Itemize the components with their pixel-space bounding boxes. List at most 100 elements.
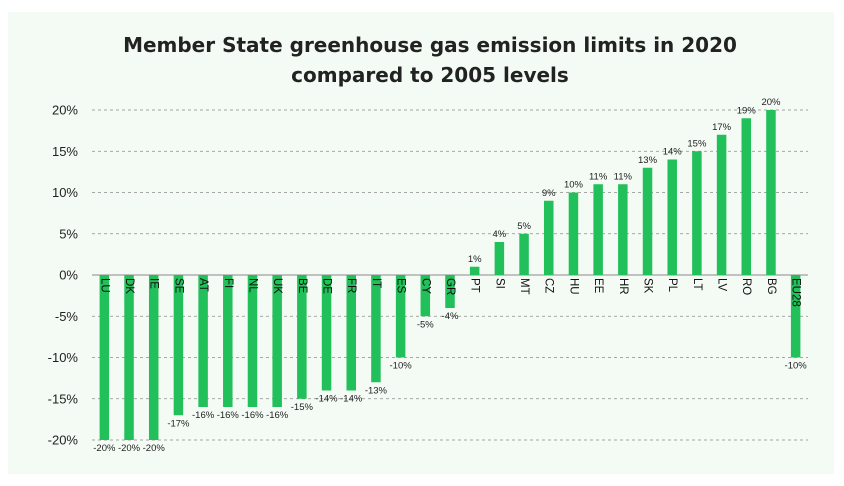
category-label: GR <box>444 278 456 295</box>
data-label: -20% <box>93 443 116 454</box>
bar <box>790 275 801 358</box>
data-label: -20% <box>143 443 166 454</box>
data-label: -17% <box>167 418 190 429</box>
bar <box>568 192 579 275</box>
category-label: HR <box>617 278 629 295</box>
bar <box>297 275 307 399</box>
bar <box>741 118 752 275</box>
category-label: FR <box>345 278 357 293</box>
chart-title-line-1: Member State greenhouse gas emission lim… <box>123 33 737 57</box>
y-tick-label: -20% <box>48 433 79 448</box>
data-label: -10% <box>390 361 413 372</box>
category-label: FI <box>222 278 234 288</box>
bar <box>618 184 628 275</box>
category-label: IT <box>370 278 382 288</box>
y-tick-label: -10% <box>48 350 79 365</box>
bar <box>544 200 554 275</box>
data-label: 4% <box>493 229 507 240</box>
bar <box>519 233 529 275</box>
category-label: LU <box>98 278 110 293</box>
category-label: PT <box>469 278 481 293</box>
data-label: 20% <box>761 97 781 108</box>
bar <box>445 275 455 308</box>
data-label: 15% <box>687 138 707 149</box>
category-label: AT <box>197 278 209 292</box>
data-label: -16% <box>217 410 240 421</box>
category-label: BG <box>765 278 777 295</box>
bar <box>593 184 603 275</box>
category-label: SK <box>641 278 653 294</box>
data-label: -13% <box>365 385 388 396</box>
y-tick-label: 20% <box>52 103 78 118</box>
category-label: ES <box>395 278 407 294</box>
bar <box>247 275 258 407</box>
y-tick-label: 15% <box>52 144 78 159</box>
category-label: NL <box>246 278 258 293</box>
bars <box>99 110 801 440</box>
category-label: MT <box>518 278 530 295</box>
data-label: -10% <box>785 361 808 372</box>
bar <box>642 167 653 275</box>
category-labels: LU DK IE SE AT FI NL UK BE DE FR IT ES CY GR PT SI MT CZ HU… <box>98 278 801 307</box>
data-label: -20% <box>118 443 141 454</box>
category-label: CY <box>419 278 431 294</box>
category-label: SI <box>493 278 505 289</box>
data-label: -14% <box>315 394 338 405</box>
data-label: 11% <box>614 171 633 182</box>
bar <box>99 275 110 440</box>
y-tick-label: 5% <box>59 226 78 241</box>
y-tick-label: 10% <box>52 185 78 200</box>
data-label: -15% <box>291 402 314 413</box>
category-label: HU <box>567 278 579 295</box>
bar <box>198 275 208 407</box>
data-label: 19% <box>737 105 757 116</box>
bar <box>766 110 776 275</box>
data-label: 1% <box>468 254 482 265</box>
y-axis: 20% 15% 10% 5% 0% -5% -10% -15% -20% <box>48 103 79 448</box>
category-label: EE <box>592 278 604 294</box>
data-label: -16% <box>241 410 264 421</box>
y-tick-label: 0% <box>59 268 78 283</box>
data-label: -16% <box>266 410 289 421</box>
bar <box>124 275 134 440</box>
bar <box>148 275 159 440</box>
bar <box>395 275 406 358</box>
bar <box>173 275 184 416</box>
category-label: LV <box>716 278 728 292</box>
data-label: 17% <box>712 122 732 133</box>
bar <box>716 134 727 275</box>
category-label: UK <box>271 278 283 294</box>
data-label: 11% <box>589 171 608 182</box>
y-tick-label: -15% <box>48 391 79 406</box>
category-label: DK <box>123 278 135 294</box>
data-label: -14% <box>340 394 363 405</box>
data-label: -16% <box>192 410 215 421</box>
category-label: LT <box>691 278 703 291</box>
data-label: -4% <box>442 311 459 322</box>
chart-title-line-2: compared to 2005 levels <box>291 63 569 87</box>
bar <box>321 275 332 391</box>
data-label: -5% <box>417 319 434 330</box>
bar <box>667 159 677 275</box>
bar <box>494 242 505 275</box>
category-label: RO <box>740 278 752 295</box>
bar <box>420 275 431 317</box>
category-label: DE <box>321 278 333 294</box>
data-labels: -20% -20% -20%-17%-16% -16% -16% -16%-15%-14%… <box>93 97 807 454</box>
category-label: CZ <box>543 278 555 293</box>
category-label: IE <box>148 278 160 289</box>
category-label: SE <box>172 278 184 294</box>
bar <box>469 266 480 275</box>
data-label: 13% <box>638 155 658 166</box>
category-label: EU28 <box>790 278 802 307</box>
bar <box>371 275 381 383</box>
data-label: 14% <box>663 147 683 158</box>
data-label: 5% <box>517 221 531 232</box>
category-label: BE <box>296 278 308 294</box>
data-label: 10% <box>564 180 584 191</box>
bar <box>272 275 282 407</box>
bar <box>223 275 233 407</box>
bar <box>692 151 702 275</box>
data-label: 9% <box>542 188 556 199</box>
